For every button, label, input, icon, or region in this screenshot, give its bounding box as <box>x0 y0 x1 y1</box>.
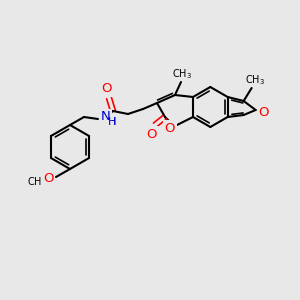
Text: N: N <box>101 110 111 124</box>
Text: O: O <box>101 82 111 95</box>
Text: CH$_3$: CH$_3$ <box>27 175 47 189</box>
Text: O: O <box>147 128 157 140</box>
Text: O: O <box>43 172 53 184</box>
Text: H: H <box>108 117 116 127</box>
Text: O: O <box>258 106 269 119</box>
Text: CH$_3$: CH$_3$ <box>244 73 265 87</box>
Text: O: O <box>165 122 175 134</box>
Text: O: O <box>101 82 111 95</box>
Text: CH$_3$: CH$_3$ <box>172 67 192 81</box>
Text: O: O <box>147 128 157 140</box>
Text: H: H <box>108 117 116 127</box>
Text: O: O <box>258 106 269 119</box>
Text: O: O <box>43 172 53 184</box>
Text: O: O <box>165 122 175 134</box>
Text: N: N <box>101 110 111 124</box>
